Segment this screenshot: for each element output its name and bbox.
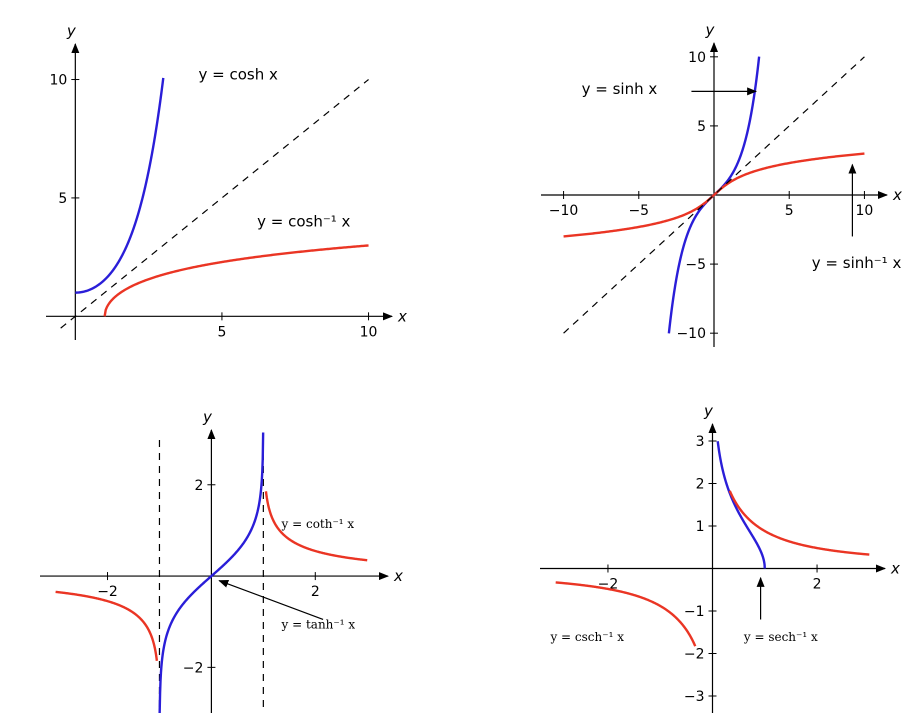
pointer-arrow: [218, 580, 324, 620]
x-tick-label: 2: [813, 577, 822, 593]
y-axis-label: y: [705, 21, 716, 39]
annotation-label: y = cosh⁻¹ x: [257, 212, 350, 230]
annotation-label: y = tanh⁻¹ x: [281, 618, 356, 632]
chart-tanh-coth: x y −2 2 −2 2 y = coth⁻¹ x y = tanh⁻¹ x: [40, 408, 403, 714]
x-tick-label: 10: [360, 324, 378, 340]
x-tick-label: 5: [217, 324, 226, 340]
series-line-cosh: [75, 77, 165, 294]
series-line-atanh: [158, 432, 265, 714]
annotation-label: y = sinh⁻¹ x: [812, 254, 902, 272]
x-tick-label: 5: [785, 203, 794, 219]
series-line-acsch: [555, 581, 697, 647]
y-tick-label: 2: [194, 478, 203, 494]
series-line-asinh: [563, 152, 865, 238]
y-tick-label: 10: [49, 73, 67, 89]
annotation-label: y = sinh x: [582, 80, 658, 98]
x-axis-label: x: [892, 186, 902, 204]
y-tick-label: 5: [58, 191, 67, 207]
y-tick-label: 1: [696, 519, 705, 535]
series-line-asech: [716, 441, 766, 569]
x-tick-label: −10: [549, 203, 579, 219]
y-tick-label: 3: [696, 434, 705, 450]
y-axis-label: y: [703, 402, 714, 420]
x-axis-label: x: [397, 307, 407, 325]
y-tick-label: −3: [684, 689, 705, 705]
annotation-label: y = csch⁻¹ x: [549, 630, 624, 644]
annotation-label: y = sech⁻¹ x: [743, 630, 818, 644]
series-line-acoth: [55, 590, 159, 661]
y-tick-label: −5: [685, 257, 706, 273]
x-axis-label: x: [890, 560, 900, 578]
x-tick-label: 2: [311, 584, 320, 600]
series-line-acoth: [264, 491, 368, 562]
y-tick-label: 10: [688, 50, 706, 66]
series-line-acosh: [103, 244, 369, 317]
y-tick-label: −2: [183, 660, 204, 676]
x-tick-label: −5: [628, 203, 649, 219]
y-axis-label: y: [66, 22, 77, 40]
y-axis-label: y: [202, 408, 213, 426]
y-tick-label: 2: [696, 477, 705, 493]
x-tick-label: −2: [97, 584, 118, 600]
y-tick-label: −1: [684, 604, 705, 620]
y-tick-label: −10: [676, 326, 706, 342]
chart-sinh: x y −10 −5 5 10 −10 −5 5 10 y = sinh x y = sinh⁻¹ x: [541, 21, 902, 347]
x-tick-label: 10: [856, 203, 874, 219]
series-line-acsch: [728, 490, 870, 556]
y-tick-label: −2: [684, 647, 705, 663]
x-axis-label: x: [393, 567, 403, 585]
annotation-label: y = coth⁻¹ x: [281, 517, 355, 531]
reference-line-y-equals-x: [60, 79, 369, 329]
reference-line-y-equals-x: [563, 56, 865, 334]
annotation-label: y = cosh x: [198, 66, 277, 84]
chart-cosh: x y 5 10 5 10 y = cosh x y = cosh⁻¹ x: [46, 22, 407, 340]
y-tick-label: 5: [697, 119, 706, 135]
